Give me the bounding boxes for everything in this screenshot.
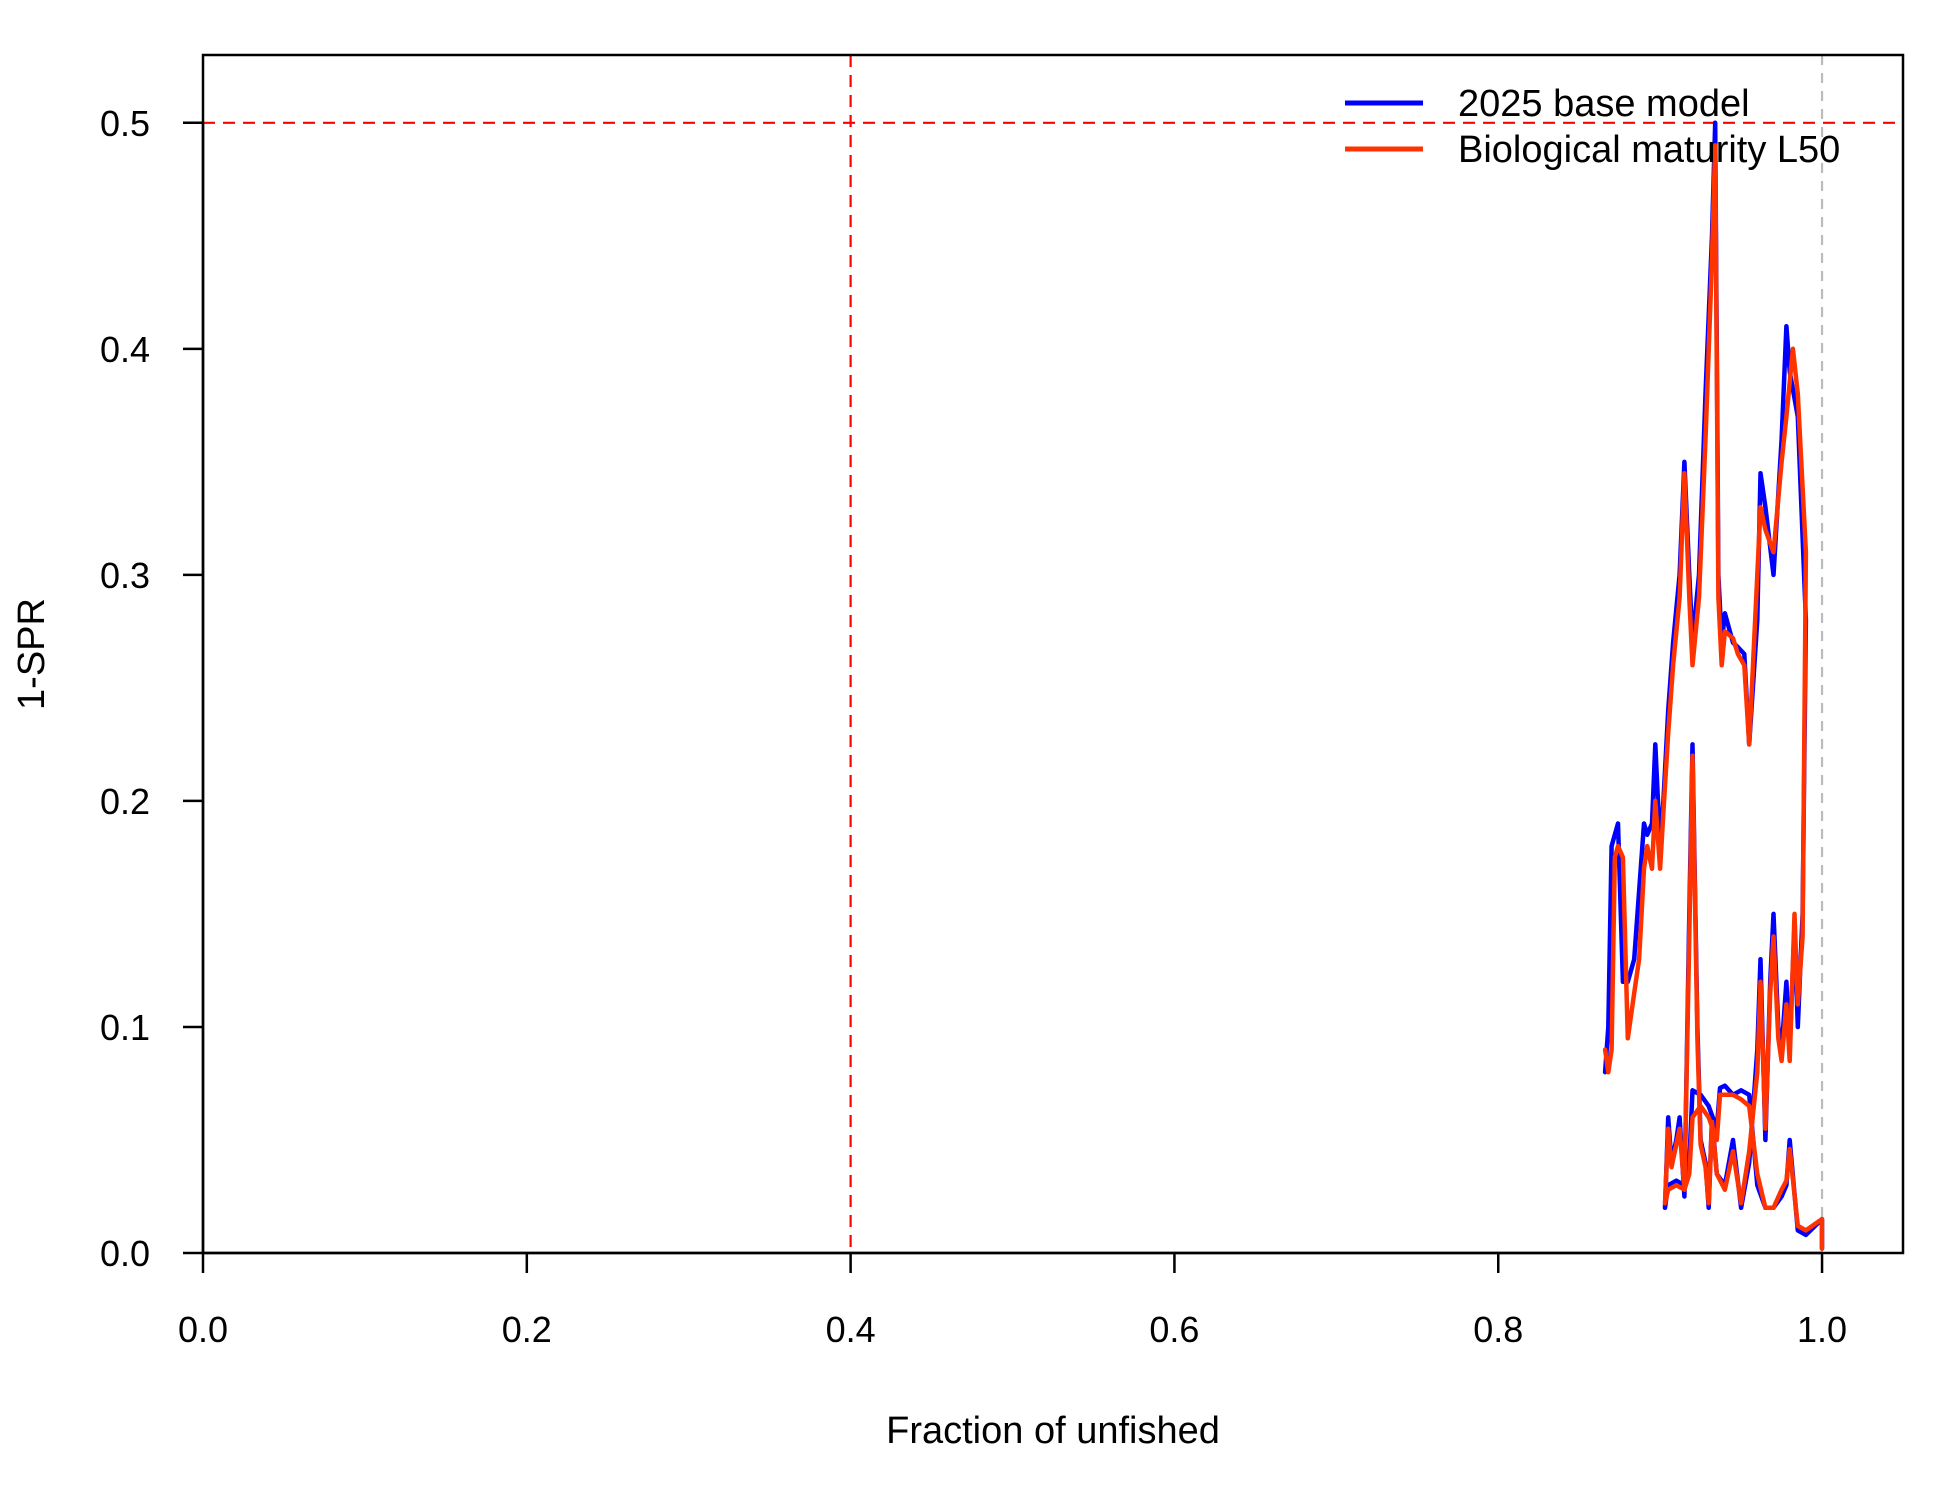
x-tick-label: 0.0: [178, 1309, 228, 1350]
y-tick-label: 0.0: [100, 1233, 150, 1274]
x-tick-label: 0.4: [826, 1309, 876, 1350]
y-tick-label: 0.2: [100, 781, 150, 822]
reference-lines: [203, 55, 1903, 1253]
y-tick-label: 0.1: [100, 1007, 150, 1048]
series-lines: [1602, 120, 1825, 1251]
legend-label-1: Biological maturity L50: [1458, 129, 1840, 171]
y-tick-label: 0.3: [100, 555, 150, 596]
y-axis: 0.0 0.1 0.2 0.3 0.4 0.5: [100, 103, 205, 1274]
legend-label-0: 2025 base model: [1458, 83, 1750, 125]
x-tick-label: 0.8: [1473, 1309, 1523, 1350]
y-tick-label: 0.4: [100, 329, 150, 370]
x-tick-label: 0.2: [502, 1309, 552, 1350]
y-tick-label: 0.5: [100, 103, 150, 144]
x-tick-label: 0.6: [1149, 1309, 1199, 1350]
series-line-1: [1602, 143, 1825, 1251]
plot-frame: [201, 53, 1905, 1255]
x-axis: 0.0 0.2 0.4 0.6 0.8 1.0: [178, 1251, 1847, 1350]
x-tick-label: 1.0: [1797, 1309, 1847, 1350]
series-line-0: [1602, 120, 1825, 1251]
y-axis-title: 1-SPR: [11, 598, 53, 710]
x-axis-title: Fraction of unfished: [886, 1410, 1220, 1452]
